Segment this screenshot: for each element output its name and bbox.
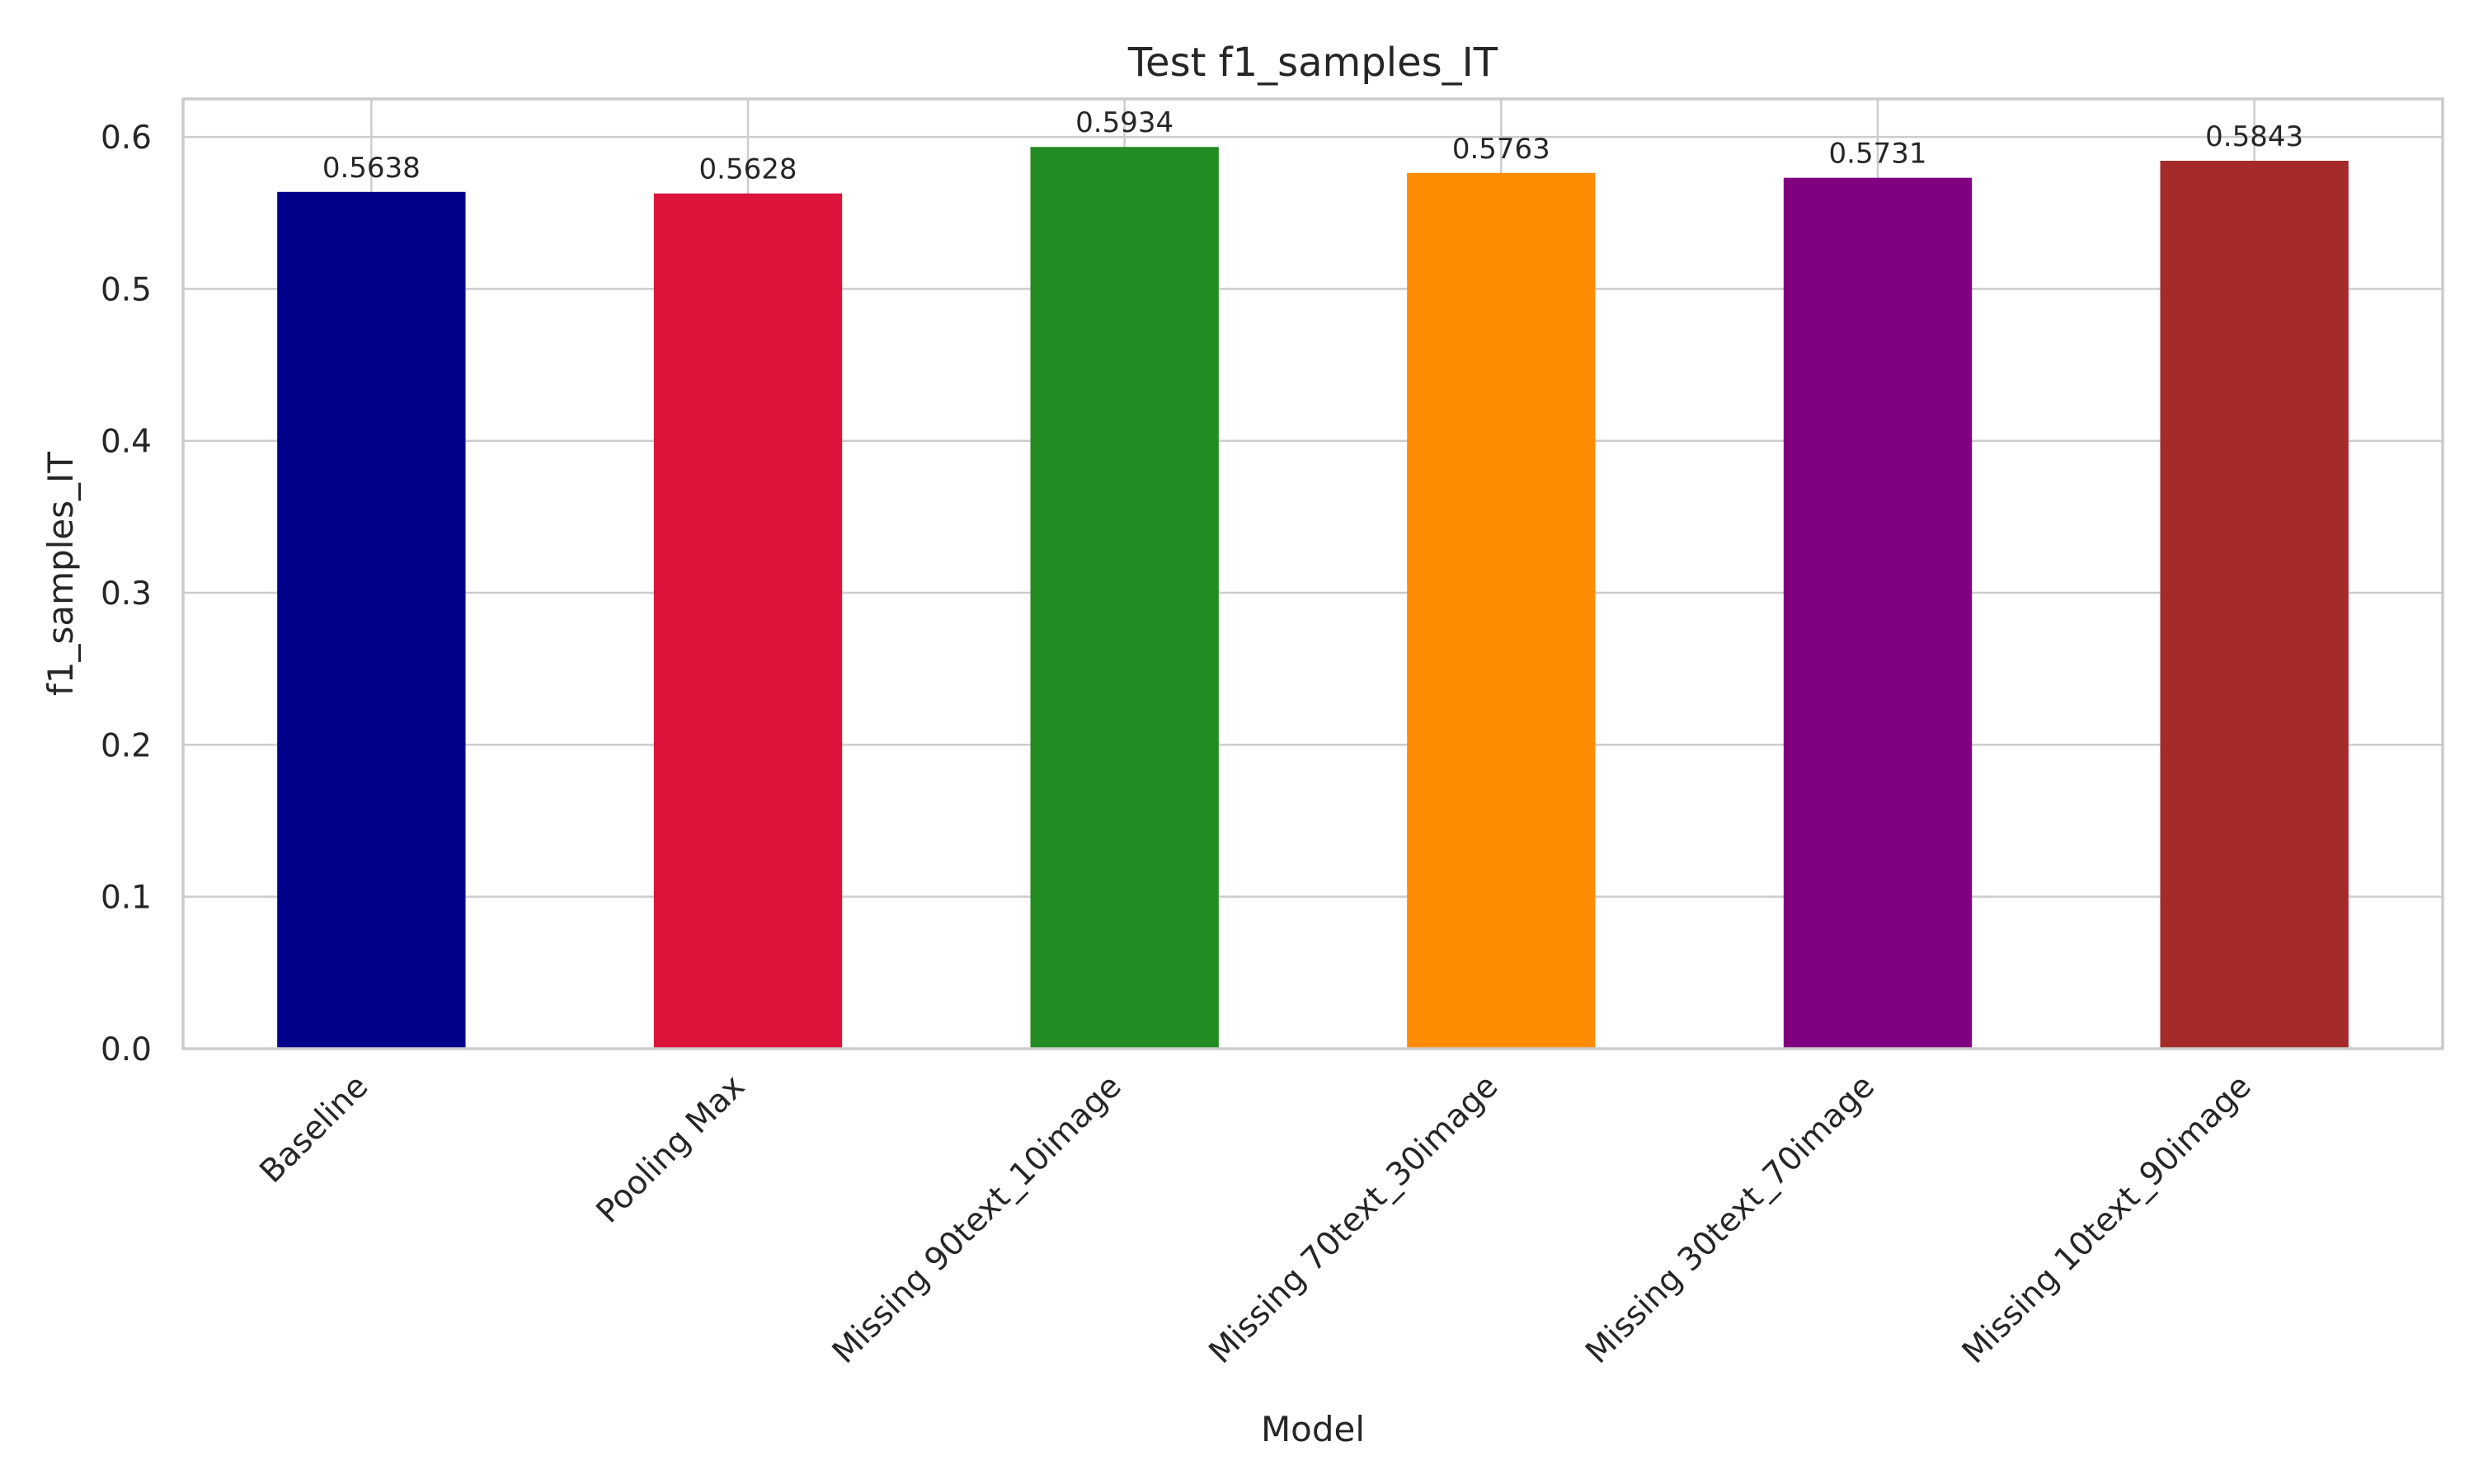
- x-tick-label: Baseline: [253, 1068, 376, 1190]
- x-tick-label: Missing 30text_70image: [1578, 1068, 1882, 1371]
- data-labels: 0.5638 0.5628 0.5934 0.5763 0.5731 0.5843: [322, 106, 2303, 186]
- x-tick-label: Missing 90text_10image: [825, 1068, 1129, 1371]
- y-axis-ticks: 0.0 0.1 0.2 0.3 0.4 0.5 0.6: [101, 120, 152, 1068]
- data-label: 0.5638: [322, 152, 421, 185]
- bar: [653, 193, 843, 1050]
- plot-frame: [181, 97, 2444, 1050]
- y-tick-label: 0.3: [101, 575, 152, 613]
- bar: [277, 191, 466, 1049]
- bar: [2160, 161, 2349, 1050]
- data-label: 0.5763: [1452, 133, 1550, 166]
- data-label: 0.5731: [1829, 138, 1927, 171]
- y-tick-label: 0.0: [101, 1031, 152, 1068]
- y-tick-label: 0.2: [101, 727, 152, 764]
- bar: [1407, 172, 1596, 1050]
- x-tick-label: Missing 70text_30image: [1202, 1068, 1506, 1371]
- data-label: 0.5934: [1075, 106, 1174, 139]
- data-label: 0.5628: [699, 153, 797, 186]
- y-tick-label: 0.6: [101, 120, 152, 157]
- y-tick-label: 0.4: [101, 424, 152, 461]
- x-axis-label: Model: [1261, 1409, 1365, 1449]
- grid: [183, 99, 2443, 1050]
- x-tick-label: Pooling Max: [590, 1068, 752, 1230]
- chart-title: Test f1_samples_IT: [1127, 40, 1498, 86]
- y-tick-label: 0.1: [101, 880, 152, 917]
- bars: [277, 147, 2349, 1050]
- x-tick-label: Missing 10text_90image: [1955, 1068, 2259, 1371]
- y-tick-label: 0.5: [101, 271, 152, 308]
- data-label: 0.5843: [2205, 120, 2303, 153]
- bar: [1783, 177, 1973, 1049]
- y-axis-label: f1_samples_IT: [40, 452, 81, 696]
- x-axis-ticks: Baseline Pooling Max Missing 90text_10imag…: [253, 1068, 2259, 1371]
- bar: [1030, 147, 1219, 1049]
